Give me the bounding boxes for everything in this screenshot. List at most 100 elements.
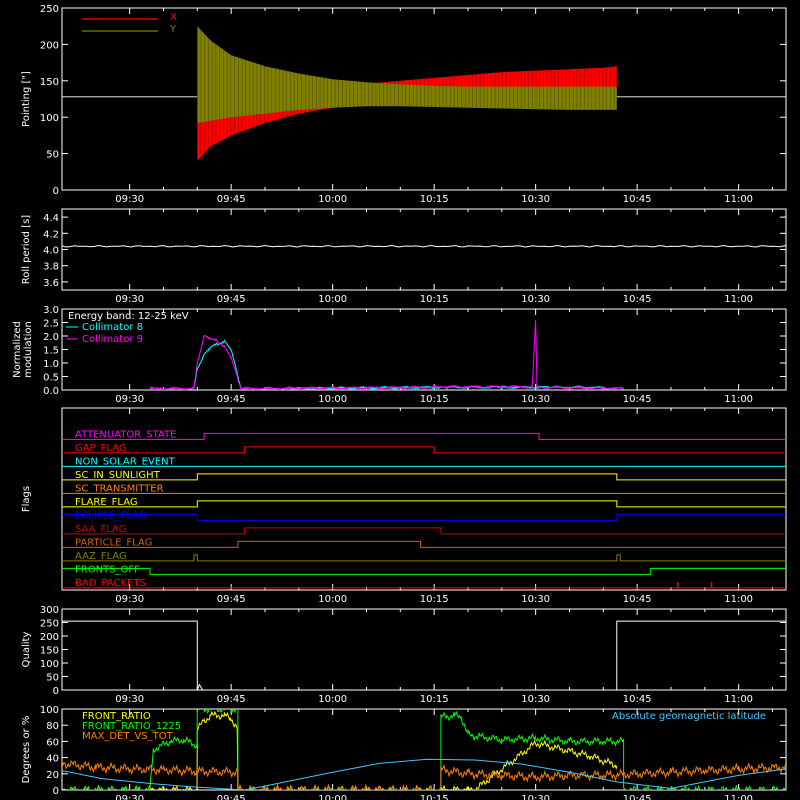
pointing-plot-area — [62, 26, 786, 161]
modulation-plot-area — [149, 320, 624, 390]
x-tick-label: 10:45 — [623, 194, 652, 205]
roll-period-line — [62, 244, 786, 248]
series-front-ratio-1225 — [62, 709, 786, 790]
x-tick-label: 10:00 — [318, 194, 347, 205]
flag-line-fronts-off — [62, 567, 786, 575]
y-tick-label: 150 — [40, 77, 59, 88]
legend-title: Energy band: 12-25 keV — [68, 311, 189, 322]
y-tick-label: 300 — [40, 605, 59, 616]
y-tick-label: 50 — [46, 150, 59, 161]
x-tick-label: 11:00 — [724, 694, 753, 705]
flags-frame — [61, 407, 787, 591]
quality-line — [62, 620, 786, 690]
y-tick-label: 1.5 — [43, 346, 59, 357]
x-tick-label: 11:00 — [724, 194, 753, 205]
x-tick-label: 09:30 — [115, 294, 144, 305]
x-tick-label: 09:45 — [217, 394, 246, 405]
y-axis-label: Quality — [21, 632, 32, 668]
x-tick-label: 10:30 — [521, 194, 550, 205]
x-tick-label: 10:30 — [521, 694, 550, 705]
y-tick-label: 50 — [46, 673, 59, 684]
series-collimator-8 — [149, 339, 624, 390]
flag-label: SC_IN_SUNLIGHT — [75, 470, 161, 481]
x-tick-label: 09:45 — [217, 694, 246, 705]
y-tick-label: 0 — [53, 786, 59, 797]
flag-label: PARTICLE_FLAG — [75, 537, 152, 548]
y-axis-label: modulation — [23, 321, 34, 378]
x-tick-label: 09:45 — [217, 294, 246, 305]
flags-plot-area — [62, 432, 786, 589]
flag-line-aaz-flag — [62, 554, 786, 562]
x-tick-label: 09:30 — [115, 794, 144, 800]
annotation-geomagnetic: Absolute geomagnetic latitude — [612, 711, 766, 722]
x-tick-label: 10:30 — [521, 394, 550, 405]
legend-label: Collimator 9 — [82, 334, 143, 345]
flag-line-flare-flag — [62, 500, 786, 508]
x-tick-label: 11:00 — [724, 294, 753, 305]
y-tick-label: 100 — [40, 705, 59, 716]
x-tick-label: 10:45 — [623, 694, 652, 705]
flag-label: FLARE_FLAG — [75, 497, 138, 508]
y-tick-label: 0.0 — [43, 386, 59, 397]
y-tick-label: 100 — [40, 659, 59, 670]
flag-label: AAZ_FLAG — [75, 551, 127, 562]
x-tick-label: 10:30 — [521, 294, 550, 305]
flag-label: GAP_FLAG — [75, 443, 127, 454]
y-tick-label: 1.0 — [43, 359, 59, 370]
x-tick-label: 10:30 — [521, 594, 550, 605]
degrees-panel: 09:30 09:45 10:00 10:15 10:30 10:45 11:00 Degre… — [21, 705, 787, 800]
flag-label: SAA_FLAG — [75, 524, 126, 535]
flag-label: FRONTS_OFF — [75, 564, 140, 575]
legend-label-y: Y — [169, 24, 177, 35]
x-tick-label: 09:45 — [217, 594, 246, 605]
y-tick-label: 0 — [53, 186, 59, 197]
y-axis-label: Flags — [21, 486, 32, 512]
y-tick-label: 0.5 — [43, 373, 59, 384]
series-absolute-geomagnetic-latitude — [62, 758, 786, 790]
flag-label: ECLIPSE_FLAG — [75, 510, 146, 521]
pointing-panel: 09:30 09:45 10:00 10:15 10:30 10:45 11:00 Point… — [21, 4, 787, 205]
x-tick-label: 11:00 — [724, 594, 753, 605]
x-tick-label: 10:15 — [420, 194, 449, 205]
flag-line-sc-in-sunlight — [62, 473, 786, 481]
series-collimator-9 — [149, 320, 624, 390]
flag-line-eclipse-flag — [62, 513, 786, 521]
flags-panel: 09:30 09:45 10:00 10:15 10:30 10:45 11:00 Flags… — [21, 407, 787, 605]
y-tick-label: 40 — [46, 754, 59, 765]
x-tick-label: 10:00 — [318, 594, 347, 605]
x-tick-label: 10:15 — [420, 394, 449, 405]
x-tick-label: 09:30 — [115, 194, 144, 205]
y-tick-label: 150 — [40, 646, 59, 657]
series-y-band — [197, 26, 617, 124]
y-tick-label: 4.2 — [43, 229, 59, 240]
legend-label: FRONT_RATIO_1225 — [82, 721, 181, 732]
x-tick-label: 09:30 — [115, 594, 144, 605]
x-tick-label: 10:15 — [420, 594, 449, 605]
flag-label: SC_TRANSMITTER — [75, 483, 164, 494]
flag-line-gap-flag — [62, 446, 786, 454]
legend-label: MAX_DET_VS_TOT — [82, 731, 174, 742]
legend-label-x: X — [170, 12, 177, 23]
series-y-oscillation — [197, 26, 615, 123]
y-tick-label: 4.0 — [43, 246, 59, 257]
roll-panel: 09:30 09:45 10:00 10:15 10:30 10:45 11:00 Roll … — [21, 208, 787, 305]
y-tick-label: 3.6 — [43, 278, 59, 289]
y-tick-label: 100 — [40, 113, 59, 124]
x-tick-label: 10:45 — [623, 394, 652, 405]
x-tick-label: 10:00 — [318, 394, 347, 405]
x-tick-label: 09:30 — [115, 694, 144, 705]
y-tick-label: 20 — [46, 770, 59, 781]
x-tick-label: 10:45 — [623, 294, 652, 305]
quality-plot-area — [62, 620, 786, 690]
flag-line-saa-flag — [62, 527, 786, 535]
legend-label: FRONT_RATIO — [82, 711, 151, 722]
y-axis-label: Roll period [s] — [21, 215, 32, 284]
flag-label: BAD_PACKETS — [75, 578, 146, 589]
legend-label: Collimator 8 — [82, 322, 143, 333]
x-tick-label: 09:45 — [217, 794, 246, 800]
x-tick-label: 10:30 — [521, 794, 550, 800]
y-axis-label: Normalized — [12, 321, 23, 378]
series-max-det-vs-tot — [62, 759, 786, 790]
x-tick-label: 10:45 — [623, 794, 652, 800]
